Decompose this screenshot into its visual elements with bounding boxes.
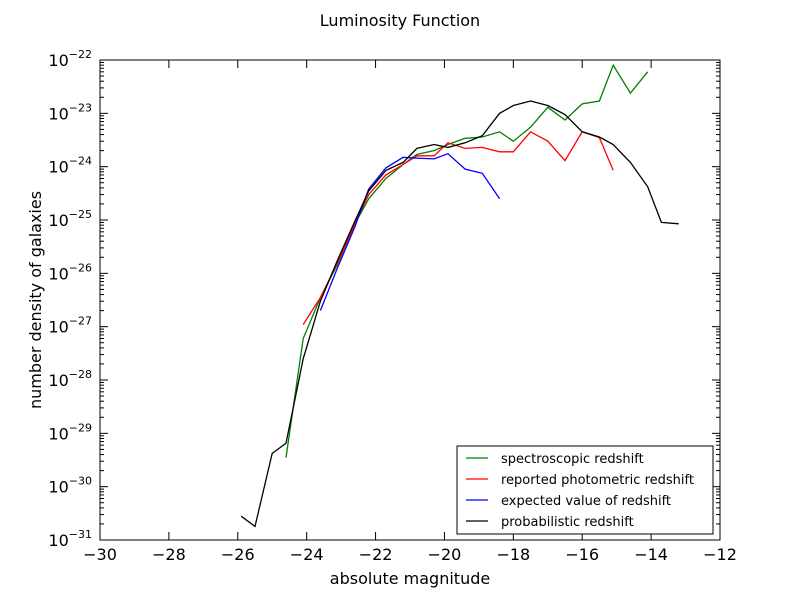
- x-tick-label: −18: [496, 545, 530, 564]
- y-tick-label: 10−30: [48, 475, 92, 497]
- x-tick-label: −12: [703, 545, 737, 564]
- legend-label: spectroscopic redshift: [501, 452, 644, 467]
- y-tick-label: 10−27: [48, 315, 92, 337]
- x-tick-label: −22: [359, 545, 393, 564]
- y-axis-label: number density of galaxies: [26, 191, 45, 409]
- series-layer: [240, 63, 679, 528]
- legend: spectroscopic redshift reported photometr…: [456, 445, 714, 535]
- legend-label: reported photometric redshift: [501, 473, 694, 488]
- y-tick-label: 10−31: [48, 528, 92, 550]
- x-tick-label: −20: [428, 545, 462, 564]
- y-tick-label: 10−29: [48, 421, 92, 443]
- legend-box: [456, 445, 714, 535]
- y-tick-label: 10−22: [48, 48, 92, 70]
- axis-ticks: −30 −28 −26 −24 −22 −20 −18 −16 −14 −12 10−31 10−30…: [48, 48, 736, 564]
- x-tick-label: −26: [221, 545, 255, 564]
- x-tick-label: −16: [565, 545, 599, 564]
- y-tick-label: 10−25: [48, 208, 92, 230]
- y-tick-label: 10−24: [48, 155, 92, 177]
- series-line-expected-value-of-redshift: [319, 152, 501, 311]
- x-tick-label: −30: [83, 545, 117, 564]
- y-tick-label: 10−28: [48, 368, 92, 390]
- y-tick-label: 10−23: [48, 101, 92, 123]
- x-axis-label: absolute magnitude: [330, 569, 490, 588]
- y-tick-label: 10−26: [48, 261, 92, 283]
- x-tick-label: −28: [152, 545, 186, 564]
- legend-label: expected value of redshift: [501, 494, 671, 509]
- legend-label: probabilistic redshift: [501, 515, 634, 530]
- series-line-probabilistic-redshift: [240, 100, 679, 528]
- x-tick-label: −14: [634, 545, 668, 564]
- chart-title: Luminosity Function: [320, 11, 480, 30]
- x-tick-label: −24: [290, 545, 324, 564]
